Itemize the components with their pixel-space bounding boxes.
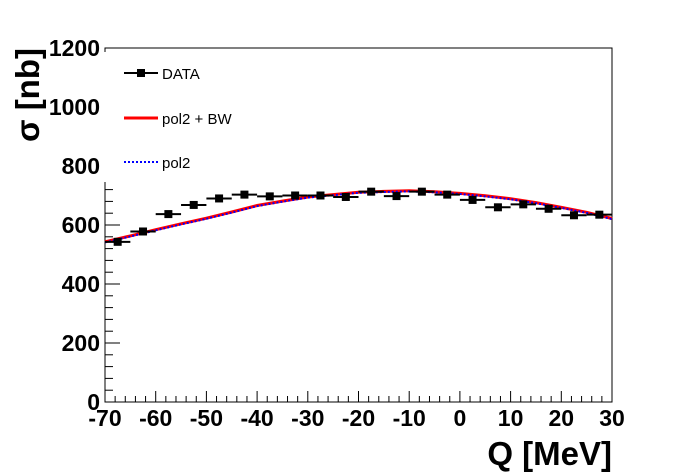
axes: -70 -60 -50 -40 -30 -20 -10 0 10 20 30 0 200 400 600 80… bbox=[49, 35, 625, 431]
x-tick-label: -70 bbox=[88, 405, 121, 431]
data-point bbox=[443, 190, 452, 199]
y-tick-label: 0 bbox=[87, 389, 100, 415]
legend-entry-pol2-label: pol2 bbox=[162, 155, 190, 172]
y-tick-label: 800 bbox=[62, 153, 100, 179]
data-point bbox=[291, 191, 300, 200]
x-tick-label: -10 bbox=[393, 405, 426, 431]
x-tick-label: -20 bbox=[342, 405, 375, 431]
x-tick-label: 10 bbox=[498, 405, 524, 431]
data-point bbox=[164, 210, 173, 219]
pol2-fit-line bbox=[104, 190, 613, 244]
data-point bbox=[493, 203, 502, 212]
data-point bbox=[139, 227, 148, 236]
data-point bbox=[265, 192, 274, 201]
data-point bbox=[519, 200, 528, 209]
data-point bbox=[240, 190, 249, 199]
x-tick-label: 30 bbox=[599, 405, 625, 431]
y-axis-title: σ [nb] bbox=[9, 48, 46, 142]
data-point bbox=[189, 200, 198, 209]
data-point bbox=[316, 191, 325, 200]
x-tick-label: 20 bbox=[549, 405, 575, 431]
legend-entry-pol2-bw-label: pol2 + BW bbox=[162, 111, 232, 128]
y-tick-label: 400 bbox=[62, 271, 100, 297]
x-tick-label: -60 bbox=[139, 405, 172, 431]
legend-entry-data-label: DATA bbox=[162, 66, 200, 83]
legend: DATA pol2 + BW pol2 bbox=[100, 52, 250, 182]
data-point bbox=[113, 237, 122, 246]
y-tick-label: 1200 bbox=[49, 35, 100, 61]
data-point bbox=[392, 192, 401, 201]
y-tick-label: 200 bbox=[62, 330, 100, 356]
data-point bbox=[544, 204, 553, 213]
data-point bbox=[595, 210, 604, 219]
data-point bbox=[341, 192, 350, 201]
y-tick-label: 1000 bbox=[49, 94, 100, 120]
data-point bbox=[215, 194, 224, 203]
x-tick-label: 0 bbox=[454, 405, 467, 431]
data-point bbox=[367, 187, 376, 196]
x-tick-label: -30 bbox=[291, 405, 324, 431]
x-tick-label: -40 bbox=[240, 405, 273, 431]
data-point bbox=[569, 211, 578, 220]
data-point bbox=[468, 195, 477, 204]
y-tick-label: 600 bbox=[62, 212, 100, 238]
x-tick-label: -50 bbox=[190, 405, 223, 431]
chart-marks bbox=[104, 187, 613, 246]
x-axis-title: Q [MeV] bbox=[487, 435, 612, 472]
legend-data-marker bbox=[137, 69, 145, 77]
data-point bbox=[417, 187, 426, 196]
